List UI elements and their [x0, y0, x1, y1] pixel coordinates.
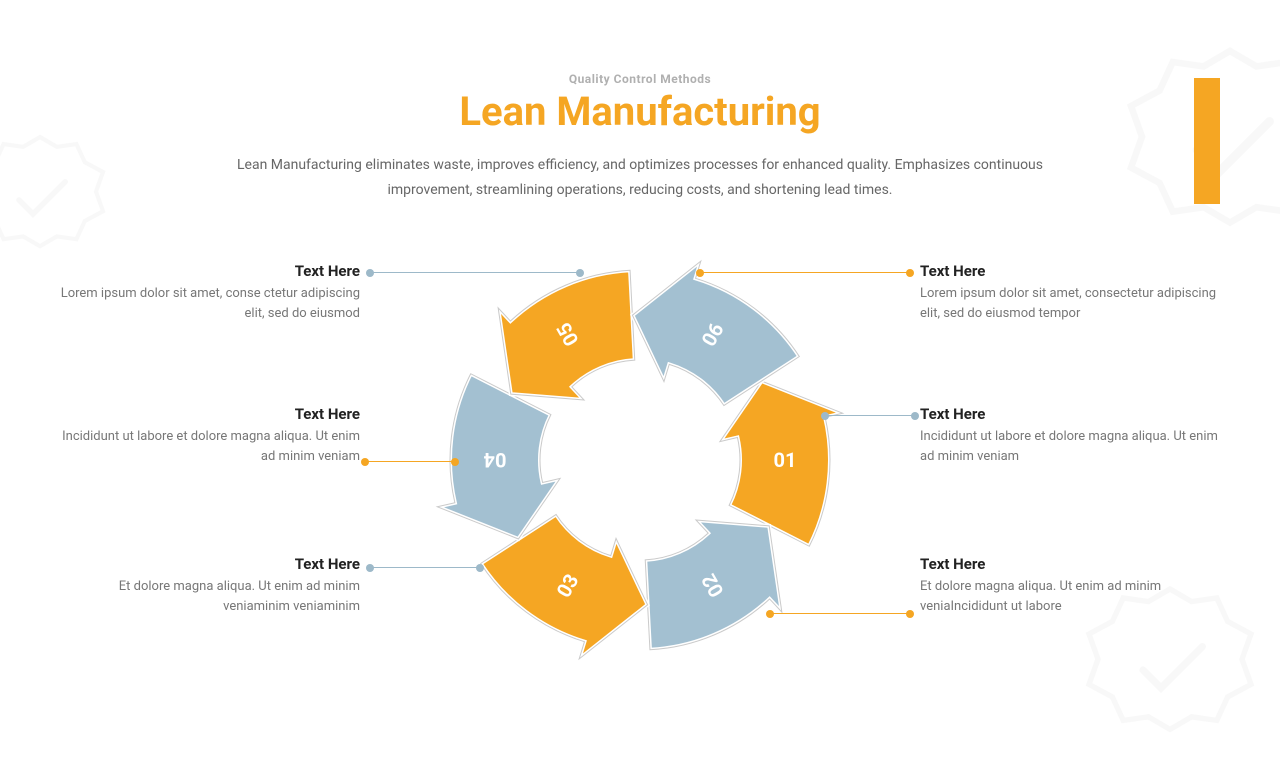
info-item: Text Here Incididunt ut labore et dolore … — [60, 405, 360, 466]
info-item-text: Et dolore magna aliqua. Ut enim ad minim… — [920, 577, 1220, 616]
cycle-segment-number: 01 — [774, 448, 797, 472]
connector — [700, 272, 910, 273]
info-item-title: Text Here — [920, 405, 1220, 423]
cycle-diagram: 010203040506 — [430, 250, 850, 670]
info-item: Text Here Et dolore magna aliqua. Ut enim… — [920, 555, 1220, 616]
info-item-text: Lorem ipsum dolor sit amet, conse ctetur… — [60, 284, 360, 323]
info-item-text: Incididunt ut labore et dolore magna ali… — [60, 427, 360, 466]
info-item: Text Here Et dolore magna aliqua. Ut enim… — [60, 555, 360, 616]
diagram-area: 010203040506 Text Here Lorem ipsum dolor … — [0, 220, 1280, 700]
info-item-title: Text Here — [60, 262, 360, 280]
connector — [370, 272, 580, 273]
description: Lean Manufacturing eliminates waste, imp… — [230, 153, 1050, 203]
info-item: Text Here Lorem ipsum dolor sit amet, con… — [920, 262, 1220, 323]
accent-bar — [1194, 78, 1220, 204]
cycle-segment-number: 04 — [484, 448, 507, 472]
info-item: Text Here Incididunt ut labore et dolore … — [920, 405, 1220, 466]
connector — [365, 461, 455, 462]
info-item-title: Text Here — [60, 405, 360, 423]
connector — [770, 613, 910, 614]
subtitle: Quality Control Methods — [0, 72, 1280, 86]
info-item-title: Text Here — [920, 262, 1220, 280]
info-item-text: Lorem ipsum dolor sit amet, consectetur … — [920, 284, 1220, 323]
info-item-text: Incididunt ut labore et dolore magna ali… — [920, 427, 1220, 466]
connector — [370, 567, 480, 568]
info-item-text: Et dolore magna aliqua. Ut enim ad minim… — [60, 577, 360, 616]
info-item-title: Text Here — [60, 555, 360, 573]
info-item-title: Text Here — [920, 555, 1220, 573]
header: Quality Control Methods Lean Manufacturi… — [0, 0, 1280, 203]
info-item: Text Here Lorem ipsum dolor sit amet, con… — [60, 262, 360, 323]
connector — [825, 415, 915, 416]
page-title: Lean Manufacturing — [0, 88, 1280, 135]
